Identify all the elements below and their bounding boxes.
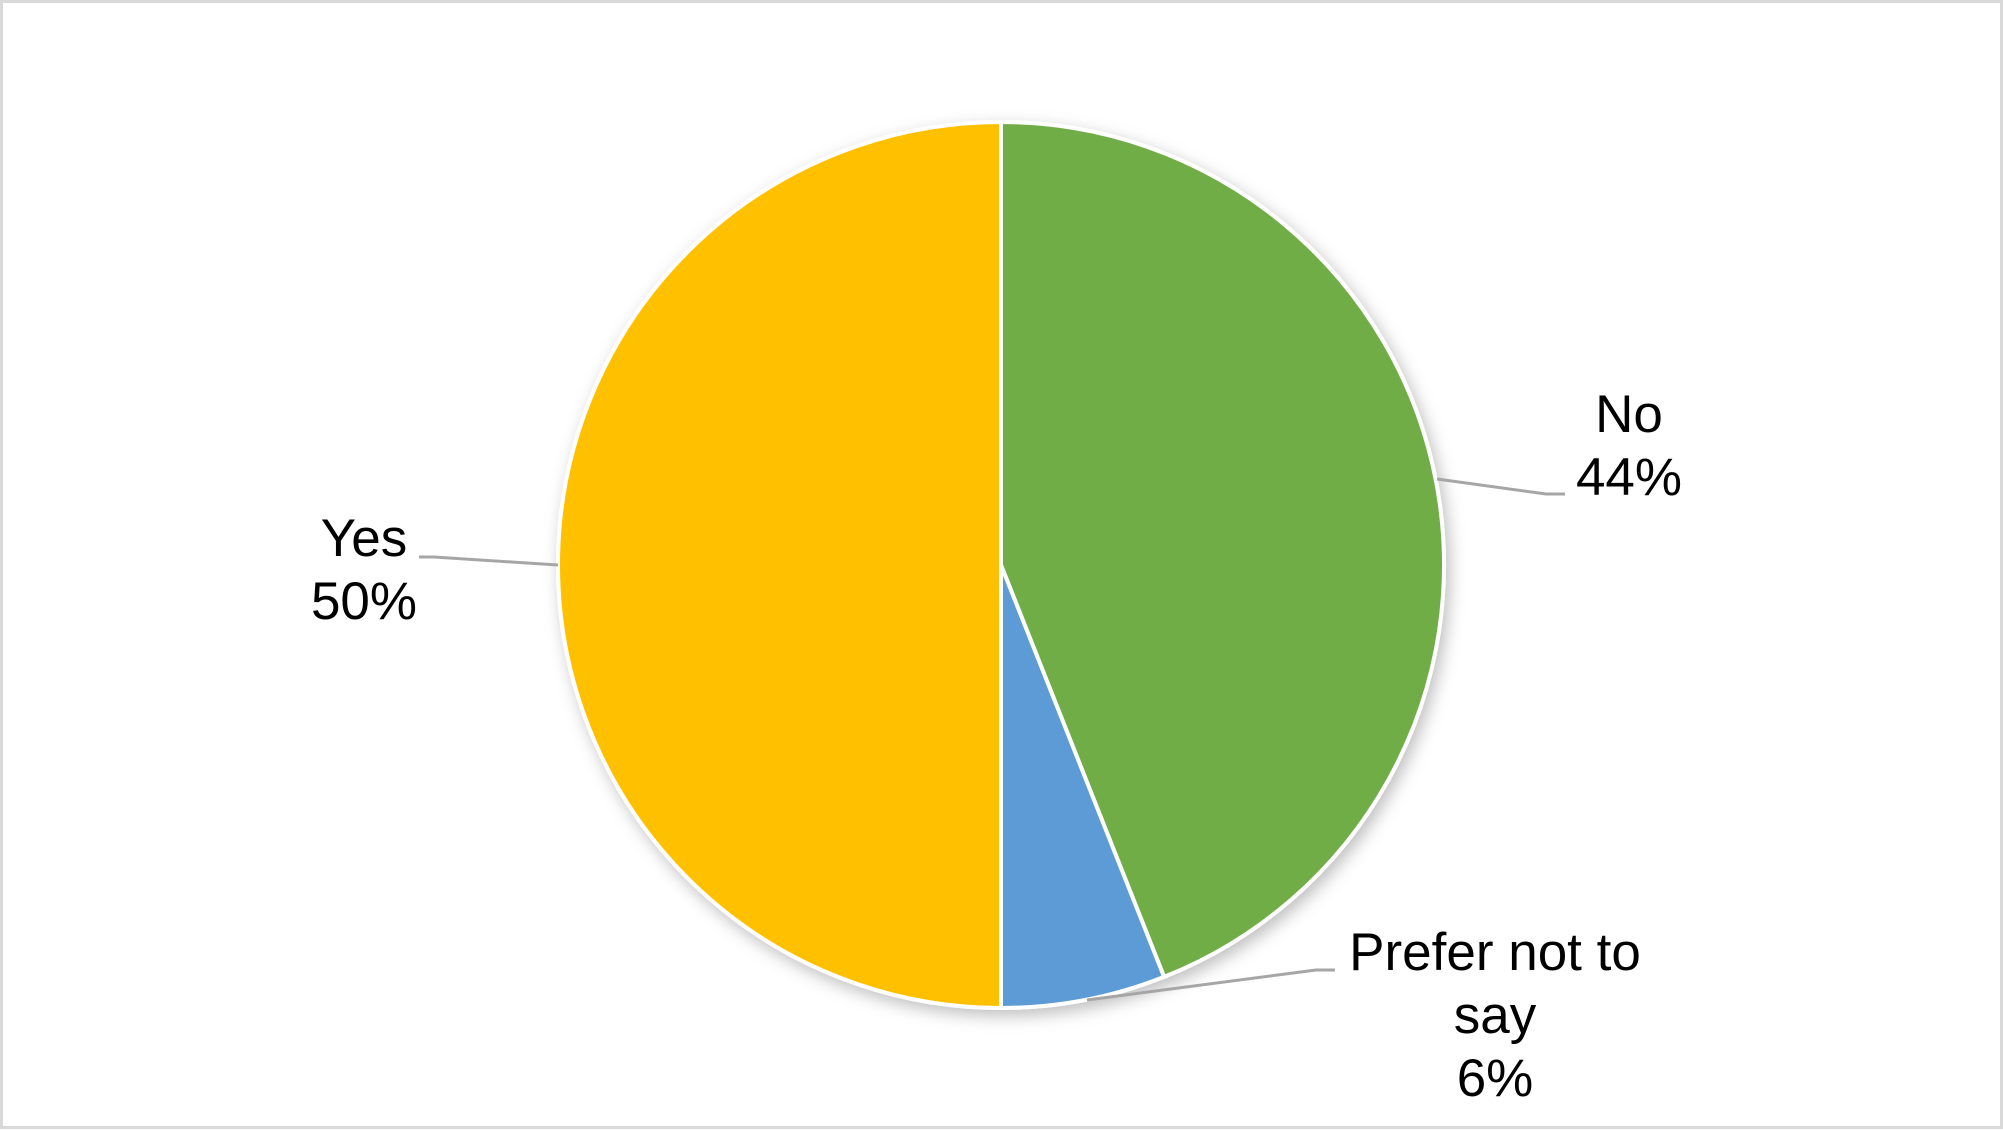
data-label-percent: 6% <box>1457 1049 1534 1108</box>
data-label-percent: 44% <box>1576 448 1682 507</box>
data-label-category: Yes <box>321 509 407 568</box>
leader-line <box>419 555 559 567</box>
data-label-percent: 50% <box>311 572 417 631</box>
data-label-category: say <box>1454 986 1537 1045</box>
pie-slice-no <box>999 119 1446 980</box>
pie-slice-prefer-not-to-say <box>999 564 1167 1011</box>
leader-line <box>1436 477 1565 496</box>
data-label-category: No <box>1595 385 1663 444</box>
leader-line <box>1086 968 1335 1002</box>
data-label-category: Prefer not to <box>1349 923 1641 982</box>
